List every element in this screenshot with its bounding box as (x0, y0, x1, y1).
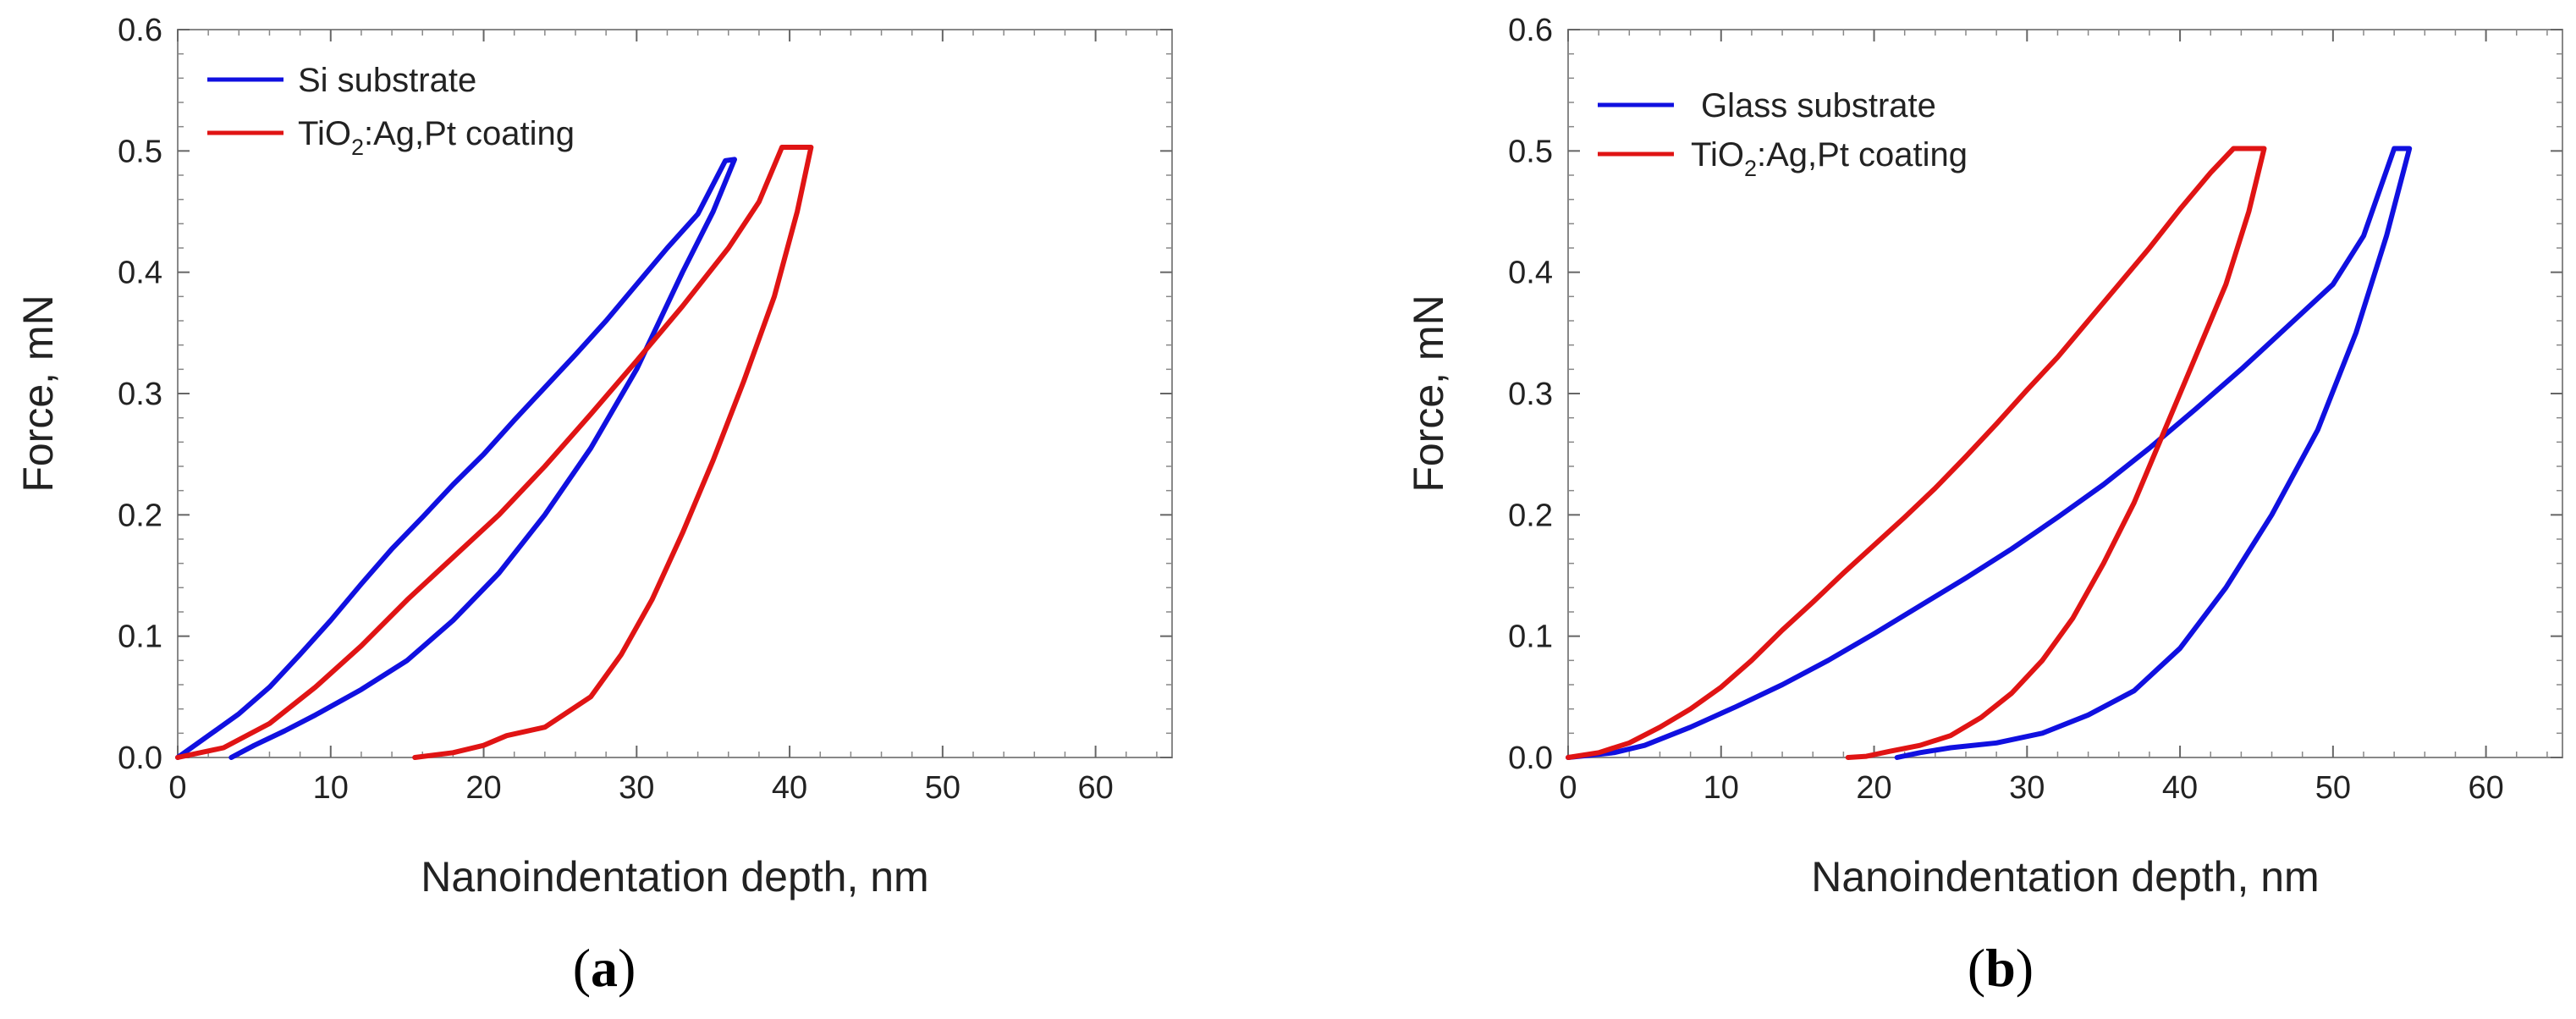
series-line-substrate (1566, 146, 2413, 760)
y-tick-label: 0.0 (1508, 741, 1553, 776)
y-tick-label: 0.5 (1508, 134, 1553, 169)
y-tick-label: 0.6 (1508, 13, 1553, 48)
series-lines (1566, 146, 2413, 760)
y-tick-label: 0.3 (118, 377, 162, 412)
legend-label-tio2-coating: TiO2:Ag,Pt coating (298, 115, 575, 160)
x-tick-label: 10 (1704, 770, 1739, 806)
x-tick-label: 40 (772, 770, 807, 806)
x-axis-title: Nanoindentation depth, nm (1811, 853, 2319, 901)
series-line-tio2-coating (1566, 146, 2267, 760)
y-tick-label: 0.2 (118, 498, 162, 533)
y-tick-label: 0.6 (118, 13, 162, 48)
x-tick-label: 40 (2162, 770, 2198, 806)
y-tick-label: 0.3 (1508, 377, 1553, 412)
x-tick-label: 10 (313, 770, 349, 806)
legend-label-tio2-coating: TiO2:Ag,Pt coating (1691, 136, 1968, 181)
legend: Si substrate TiO2:Ag,Pt coating (207, 62, 575, 160)
x-tick-label: 30 (2009, 770, 2045, 806)
y-tick-label: 0.0 (118, 741, 162, 776)
y-axis-title: Force, mN (1405, 295, 1452, 492)
series-lines (175, 145, 814, 760)
y-tick-label: 0.1 (118, 620, 162, 655)
x-tick-label: 20 (465, 770, 501, 806)
y-axis-title: Force, mN (14, 295, 62, 492)
series-line-substrate (175, 157, 737, 760)
x-tick-label: 0 (1559, 770, 1577, 806)
series-line-tio2-coating (175, 145, 814, 760)
panel-label-b: (b) (1968, 938, 2034, 998)
axis-ticks: 0 10 20 30 40 50 60 0.0 0.1 0.2 0.3 0.4 0.5 0.6 (1508, 13, 2562, 806)
x-tick-label: 30 (619, 770, 654, 806)
legend: Glass substrate TiO2:Ag,Pt coating (1598, 87, 1968, 181)
axis-ticks: 0 10 20 30 40 50 60 0.0 0.1 0.2 0.3 0.4 0.5 0.6 (118, 13, 1172, 806)
x-tick-label: 20 (1856, 770, 1891, 806)
legend-label-glass-substrate: Glass substrate (1701, 87, 1936, 124)
x-tick-label: 0 (168, 770, 186, 806)
x-axis-title: Nanoindentation depth, nm (421, 853, 928, 901)
panel-b: 0 10 20 30 40 50 60 0.0 0.1 0.2 0.3 0.4 0.5 0.6 Glass… (1405, 13, 2563, 998)
y-tick-label: 0.2 (1508, 498, 1553, 533)
x-tick-label: 50 (2315, 770, 2351, 806)
x-tick-label: 60 (1077, 770, 1113, 806)
panel-label-a: (a) (573, 938, 636, 998)
y-tick-label: 0.5 (118, 134, 162, 169)
panel-a: 0 10 20 30 40 50 60 0.0 0.1 0.2 0.3 0.4 0.5 0.6 Si su… (14, 13, 1173, 998)
y-tick-label: 0.4 (118, 256, 162, 291)
x-tick-label: 60 (2468, 770, 2503, 806)
y-tick-label: 0.1 (1508, 620, 1553, 655)
x-tick-label: 50 (925, 770, 960, 806)
legend-label-si-substrate: Si substrate (298, 62, 476, 99)
y-tick-label: 0.4 (1508, 256, 1553, 291)
